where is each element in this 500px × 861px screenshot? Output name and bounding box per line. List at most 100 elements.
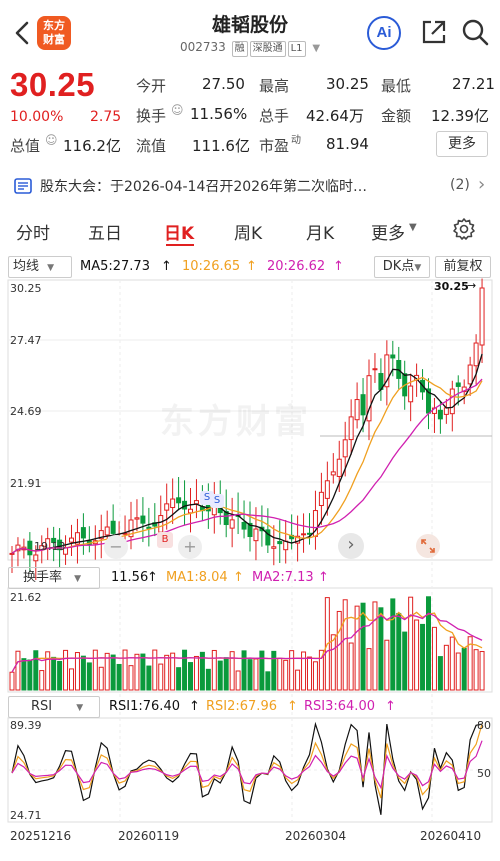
turnover-bar: [408, 596, 414, 691]
settings-gear-icon[interactable]: [452, 217, 476, 241]
dk-dropdown-icon: ▼: [414, 263, 422, 273]
rsi-bottom-label: 24.71: [10, 809, 42, 822]
turnover-bar: [80, 655, 86, 691]
candle-body: [348, 416, 354, 441]
turnover-bar: [277, 657, 283, 691]
volume-value: 42.64万: [306, 107, 364, 125]
turnover-bar: [259, 650, 265, 691]
candle-body: [366, 375, 372, 422]
rsi-select[interactable]: RSI ▼: [8, 696, 100, 718]
tab-five-day[interactable]: 五日: [88, 224, 122, 244]
rsi3-readout: RSI3:64.00: [304, 699, 375, 714]
fullscreen-icon[interactable]: [415, 533, 441, 559]
last-price-tag: 30.25: [434, 280, 469, 293]
turnover-bar: [426, 596, 431, 691]
candle-body: [277, 541, 283, 545]
turnover-bar: [176, 667, 182, 691]
y-label-top: 30.25: [10, 282, 42, 295]
pe-value: 81.94: [326, 135, 369, 153]
candle-body: [336, 458, 342, 477]
turnover-bar: [301, 651, 307, 691]
level-tag: L1: [287, 41, 306, 57]
ai-assistant-button[interactable]: Ai: [367, 16, 401, 50]
ma-type-select[interactable]: 均线 ▼: [8, 256, 72, 278]
stock-name: 雄韬股份: [211, 14, 288, 36]
candle-body: [110, 520, 116, 534]
candle-body: [301, 533, 307, 536]
candle-body: [253, 528, 259, 542]
turnover-bar: [473, 649, 479, 691]
candle-body: [443, 407, 449, 415]
turnover-bar: [372, 601, 378, 691]
panel-frame: [7, 279, 493, 561]
open-label: 今开: [136, 77, 167, 95]
y-label-bottom: 19.13: [34, 540, 66, 553]
turnover-bar: [205, 668, 211, 691]
turnover-bar: [21, 658, 27, 691]
share-icon[interactable]: [420, 18, 448, 46]
turnover-readout: 11.56: [111, 570, 149, 585]
turnover-bar: [449, 636, 455, 691]
zoom-out-button[interactable]: −: [104, 535, 128, 559]
high-label: 最高: [259, 77, 290, 95]
chevron-down-icon[interactable]: ▼: [312, 43, 321, 54]
zoom-in-button[interactable]: +: [178, 535, 202, 559]
header-bar: 东方 财富 雄韬股份 002733 融深股通 L1 ▼ Ai: [0, 0, 500, 64]
ma5-line: [11, 353, 483, 554]
margin-tag: 融: [231, 41, 248, 57]
rsi1-readout: RSI1:76.40: [109, 699, 180, 714]
search-icon[interactable]: [460, 17, 490, 47]
candle-body: [295, 535, 301, 544]
turnover-bar: [164, 654, 170, 691]
mktcap-info-icon[interactable]: ☺: [45, 133, 58, 147]
turnover-bar: [45, 651, 51, 691]
turnover-bar: [116, 663, 122, 691]
tab-daily-k[interactable]: 日K: [164, 224, 195, 244]
turnover-bar: [146, 665, 152, 691]
turnover-bar: [378, 607, 384, 691]
turnover-bar: [193, 655, 199, 691]
more-button[interactable]: 更多: [436, 131, 488, 157]
candle-body: [241, 521, 247, 530]
dk-point-label: DK点: [382, 259, 415, 274]
more-chevron-icon[interactable]: ▼: [409, 222, 417, 233]
dk-point-button[interactable]: DK点▼: [374, 256, 430, 278]
rsi2-arrow-icon: ↑: [287, 699, 298, 714]
logo-text-1: 东方: [43, 19, 65, 32]
candle-body: [330, 471, 336, 476]
candle-body: [265, 529, 271, 546]
tab-monthly-k[interactable]: 月K: [306, 224, 335, 244]
open-value: 27.50: [202, 75, 245, 93]
kline-chart-area[interactable]: [0, 250, 500, 861]
turnover-bar: [330, 634, 336, 691]
rsi3-arrow-icon: ↑: [385, 699, 396, 714]
candle-body: [437, 409, 443, 420]
adjust-mode-button[interactable]: 前复权: [435, 256, 491, 278]
turnover-bar: [336, 610, 342, 691]
ma1-arrow-icon: ↑: [233, 570, 244, 585]
back-arrow-icon[interactable]: [10, 18, 36, 48]
turnover-bar: [128, 665, 134, 691]
candle-body: [164, 503, 170, 511]
tab-weekly-k[interactable]: 周K: [234, 224, 263, 244]
tab-more[interactable]: 更多: [371, 224, 405, 244]
tab-intraday[interactable]: 分时: [16, 224, 50, 244]
ma10-arrow-icon: ↑: [246, 259, 257, 274]
rsi-ref-80: 80: [477, 719, 491, 732]
buy-marker-icon[interactable]: B: [157, 532, 173, 548]
logo-text-2: 财富: [43, 33, 65, 46]
next-page-button[interactable]: ›: [338, 533, 364, 559]
candle-body: [449, 388, 455, 415]
turnover-bar: [271, 650, 277, 691]
rsi-ref-50: 50: [477, 767, 491, 780]
notice-bar[interactable]: 股东大会：于2026-04-14召开2026年第二次临时… (2) ›: [0, 172, 500, 200]
turnover-bar: [158, 663, 164, 691]
y-label-3: 24.69: [10, 405, 42, 418]
turnover-arrow-icon: ↑: [147, 570, 158, 585]
sub-indicator-select[interactable]: 换手率 ▼: [8, 567, 100, 589]
sell-marker-icon-2[interactable]: S: [210, 494, 224, 508]
candle-body: [455, 382, 461, 387]
turnover-bar: [51, 656, 57, 691]
info-icon[interactable]: ☺: [171, 103, 184, 117]
app-logo: 东方 财富: [37, 16, 71, 50]
